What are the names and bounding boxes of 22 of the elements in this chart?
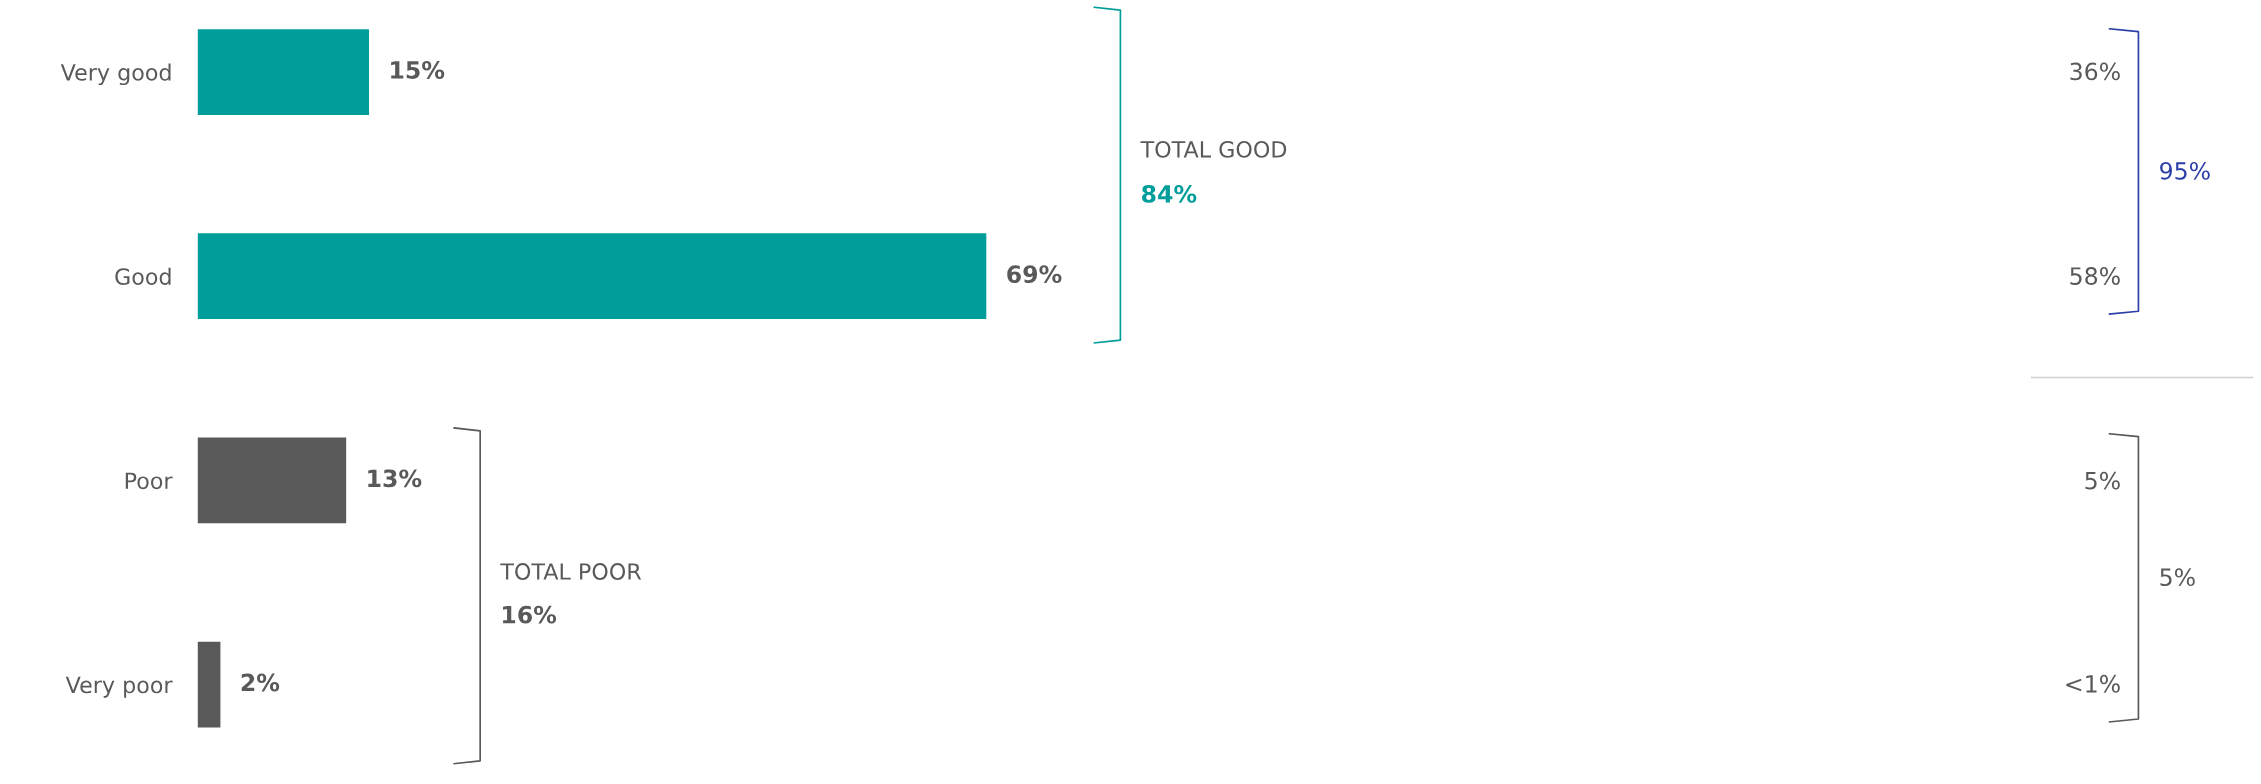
text: 5% [2085,471,2120,490]
text: TOTAL GOOD [1140,140,1287,158]
bar [197,29,370,115]
y-tick-label: Good [115,267,171,285]
bar [197,437,347,524]
bar [197,641,221,728]
bar [197,233,987,320]
data-label: 69% [1007,265,1062,284]
text: 84% [1142,184,1197,203]
text: 5% [2160,568,2195,587]
data-label: 2% [241,673,280,692]
y-tick-label: Poor [125,472,173,490]
data-label: 13% [368,469,422,488]
y-tick-label: Very good [60,63,171,86]
text: 95% [2160,161,2210,180]
text: <1% [2066,674,2120,693]
data-label: 15% [391,61,445,79]
annotation: 16% [503,605,557,624]
y-tick-label: Very poor [65,676,173,698]
text: 58% [2070,267,2120,285]
text: 36% [2070,62,2120,81]
annotation: TOTAL POOR [500,563,642,580]
